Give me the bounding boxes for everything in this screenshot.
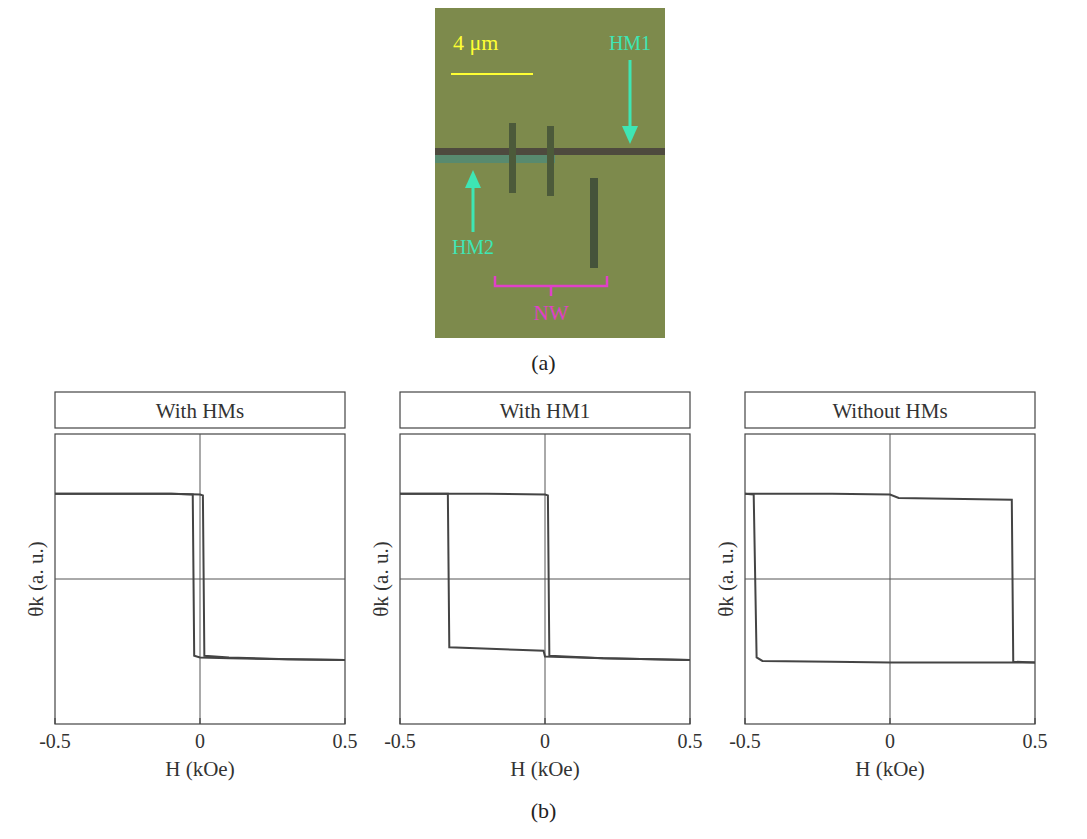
panel-caption: (a) [531, 350, 555, 375]
hysteresis-panel: With HMs -0.5 0 0.5 H (kOe) θk (a. u.) [24, 392, 358, 781]
x-tick-label: -0.5 [729, 730, 761, 752]
tick-mark [1034, 718, 1035, 724]
y-axis-title: θk (a. u.) [24, 541, 48, 616]
y-axis-title: θk (a. u.) [369, 541, 393, 616]
arrow [629, 60, 632, 130]
hysteresis-panel: With HM1 -0.5 0 0.5 H (kOe) θk (a. u.) [369, 392, 703, 781]
panel-title: With HMs [156, 399, 244, 423]
title-box [55, 392, 345, 428]
nanowire [509, 123, 516, 193]
figure: 4 μm HM1 HM2 NW (a) With HMs -0.5 0 0.5 H (kOe) θk… [0, 0, 1087, 839]
x-tick-label: 0.5 [678, 730, 703, 752]
panel-title: Without HMs [832, 399, 947, 423]
bracket [495, 276, 607, 296]
tick-mark [689, 718, 690, 724]
nanowire [547, 126, 554, 196]
tick-mark [54, 718, 55, 724]
nw-label: NW [534, 301, 569, 325]
tick-mark [399, 718, 400, 724]
loop-branch [55, 494, 345, 660]
tick-mark [544, 718, 545, 724]
x-axis-title: H (kOe) [855, 757, 924, 781]
hm1-label: HM1 [609, 32, 651, 54]
plot-frame [400, 434, 690, 724]
loop-branch [745, 494, 1035, 663]
y-axis-title: θk (a. u.) [714, 541, 738, 616]
tick-mark [744, 718, 745, 724]
scale-bar [451, 73, 533, 75]
grid-line [745, 579, 1035, 580]
hysteresis-panel: Without HMs -0.5 0 0.5 H (kOe) θk (a. u.) [714, 392, 1048, 781]
x-axis-title: H (kOe) [165, 757, 234, 781]
scale-bar-label: 4 μm [453, 30, 498, 55]
title-box [400, 392, 690, 428]
series-group [55, 494, 345, 660]
series-group [400, 494, 690, 660]
grid-line [400, 579, 690, 580]
plot-frame [745, 434, 1035, 724]
x-tick-label: 0 [540, 730, 550, 752]
series-group [745, 494, 1035, 663]
panel-title: With HM1 [500, 399, 591, 423]
x-tick-label: 0.5 [333, 730, 358, 752]
x-axis-title: H (kOe) [510, 757, 579, 781]
tick-mark [889, 718, 890, 724]
loop-branch [55, 494, 345, 660]
grid-line [55, 579, 345, 580]
micrograph: 4 μm HM1 HM2 NW [435, 8, 665, 338]
tick-mark [344, 718, 345, 724]
x-tick-label: -0.5 [384, 730, 416, 752]
arrow-head [465, 170, 481, 188]
loop-branch [400, 494, 690, 660]
x-tick-label: -0.5 [39, 730, 71, 752]
arrow [472, 186, 475, 232]
tick-mark [199, 718, 200, 724]
x-tick-label: 0 [885, 730, 895, 752]
arrow-head [622, 126, 638, 144]
plot-frame [55, 434, 345, 724]
hm2-label: HM2 [452, 236, 494, 258]
panel-caption: (b) [531, 798, 557, 823]
loop-branch [745, 494, 1035, 663]
hm2-bar [435, 155, 555, 163]
nanowire [590, 178, 598, 268]
micrograph-ground [435, 8, 665, 338]
title-box [745, 392, 1035, 428]
loop-branch [400, 494, 690, 660]
x-tick-label: 0 [195, 730, 205, 752]
x-tick-label: 0.5 [1023, 730, 1048, 752]
